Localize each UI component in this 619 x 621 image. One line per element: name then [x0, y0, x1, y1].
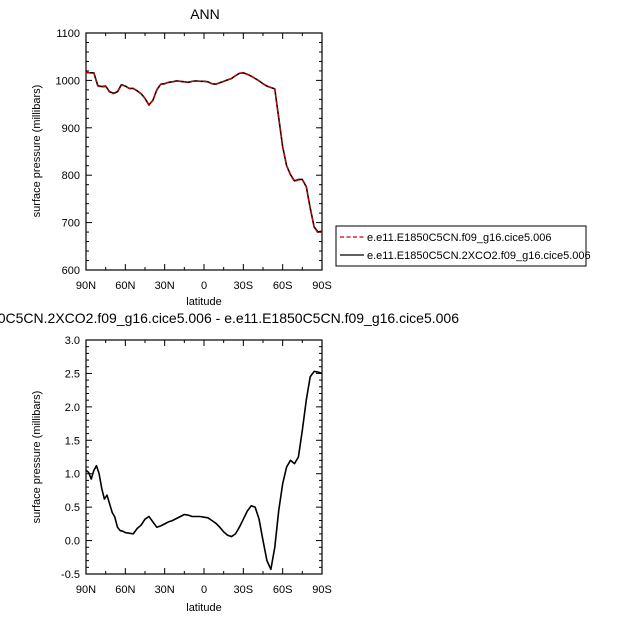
- legend-label-2xco2: e.e11.E1850C5CN.2XCO2.f09_g16.cice5.006: [367, 250, 591, 262]
- bottom-x-tick-label: 90S: [312, 584, 332, 596]
- bottom-x-tick-label: 60N: [115, 584, 135, 596]
- bottom-y-tick-label: 1.5: [65, 435, 80, 447]
- top-y-tick-label: 900: [62, 123, 80, 135]
- bottom-x-ticks: 90N 60N 30N 0 30S 60S 90S: [76, 340, 332, 596]
- bottom-y-axis-label: surface pressure (millibars): [31, 391, 43, 524]
- bottom-plot-frame: [85, 339, 323, 575]
- bottom-y-tick-label: 1.0: [65, 469, 80, 481]
- top-x-tick-label: 60N: [115, 280, 135, 292]
- top-x-tick-label: 30N: [155, 280, 175, 292]
- legend-label-control: e.e11.E1850C5CN.f09_g16.cice5.006: [367, 232, 552, 244]
- bottom-x-tick-label: 0: [201, 584, 207, 596]
- top-x-axis-label: latitude: [186, 296, 221, 308]
- bottom-y-tick-label: -0.5: [61, 569, 80, 581]
- bottom-y-tick-label: 0.5: [65, 502, 80, 514]
- bottom-panel: e.e11.E1850C5CN.2XCO2.f09_g16.cice5.006 …: [0, 310, 459, 614]
- top-y-tick-label: 600: [62, 265, 80, 277]
- bottom-chart-title: e.e11.E1850C5CN.2XCO2.f09_g16.cice5.006 …: [0, 310, 459, 326]
- top-y-tick-label: 700: [62, 218, 80, 230]
- bottom-y-tick-label: 2.0: [65, 402, 80, 414]
- top-x-tick-label: 90N: [76, 280, 96, 292]
- bottom-series-line-0: [85, 370, 323, 571]
- top-series-group: [85, 71, 323, 234]
- top-chart-title: ANN: [190, 6, 220, 22]
- bottom-x-tick-label: 30N: [155, 584, 175, 596]
- top-series-line-1: [85, 71, 323, 233]
- bottom-y-tick-label: 2.5: [65, 368, 80, 380]
- bottom-x-tick-label: 30S: [234, 584, 254, 596]
- top-x-tick-label: 30S: [234, 280, 254, 292]
- top-y-tick-label: 800: [62, 170, 80, 182]
- top-x-tick-label: 0: [201, 280, 207, 292]
- bottom-x-tick-label: 90N: [76, 584, 96, 596]
- top-series-line-0: [86, 72, 323, 234]
- bottom-series-group: [85, 370, 323, 571]
- legend: e.e11.E1850C5CN.f09_g16.cice5.006 e.e11.…: [335, 225, 591, 267]
- top-y-axis-label: surface pressure (millibars): [31, 85, 43, 218]
- bottom-x-axis-label: latitude: [186, 602, 221, 614]
- bottom-y-tick-label: 0.0: [65, 536, 80, 548]
- bottom-y-ticks: -0.5 0.0 0.5 1.0 1.5 2.0 2.5 3.0: [61, 335, 322, 581]
- top-plot-frame: [85, 32, 323, 271]
- top-panel: ANN 90N 60N 30N 0 30S 60S 90S 600 700 800 900 1000…: [31, 6, 332, 308]
- top-y-tick-label: 1000: [56, 75, 80, 87]
- top-x-ticks: 90N 60N 30N 0 30S 60S 90S: [76, 33, 332, 292]
- top-x-tick-label: 60S: [273, 280, 293, 292]
- top-x-tick-label: 90S: [312, 280, 332, 292]
- legend-box: [335, 225, 587, 267]
- top-y-tick-label: 1100: [56, 28, 80, 40]
- top-y-ticks: 600 700 800 900 1000 1100: [56, 28, 322, 277]
- bottom-x-tick-label: 60S: [273, 584, 293, 596]
- bottom-y-tick-label: 3.0: [65, 335, 80, 347]
